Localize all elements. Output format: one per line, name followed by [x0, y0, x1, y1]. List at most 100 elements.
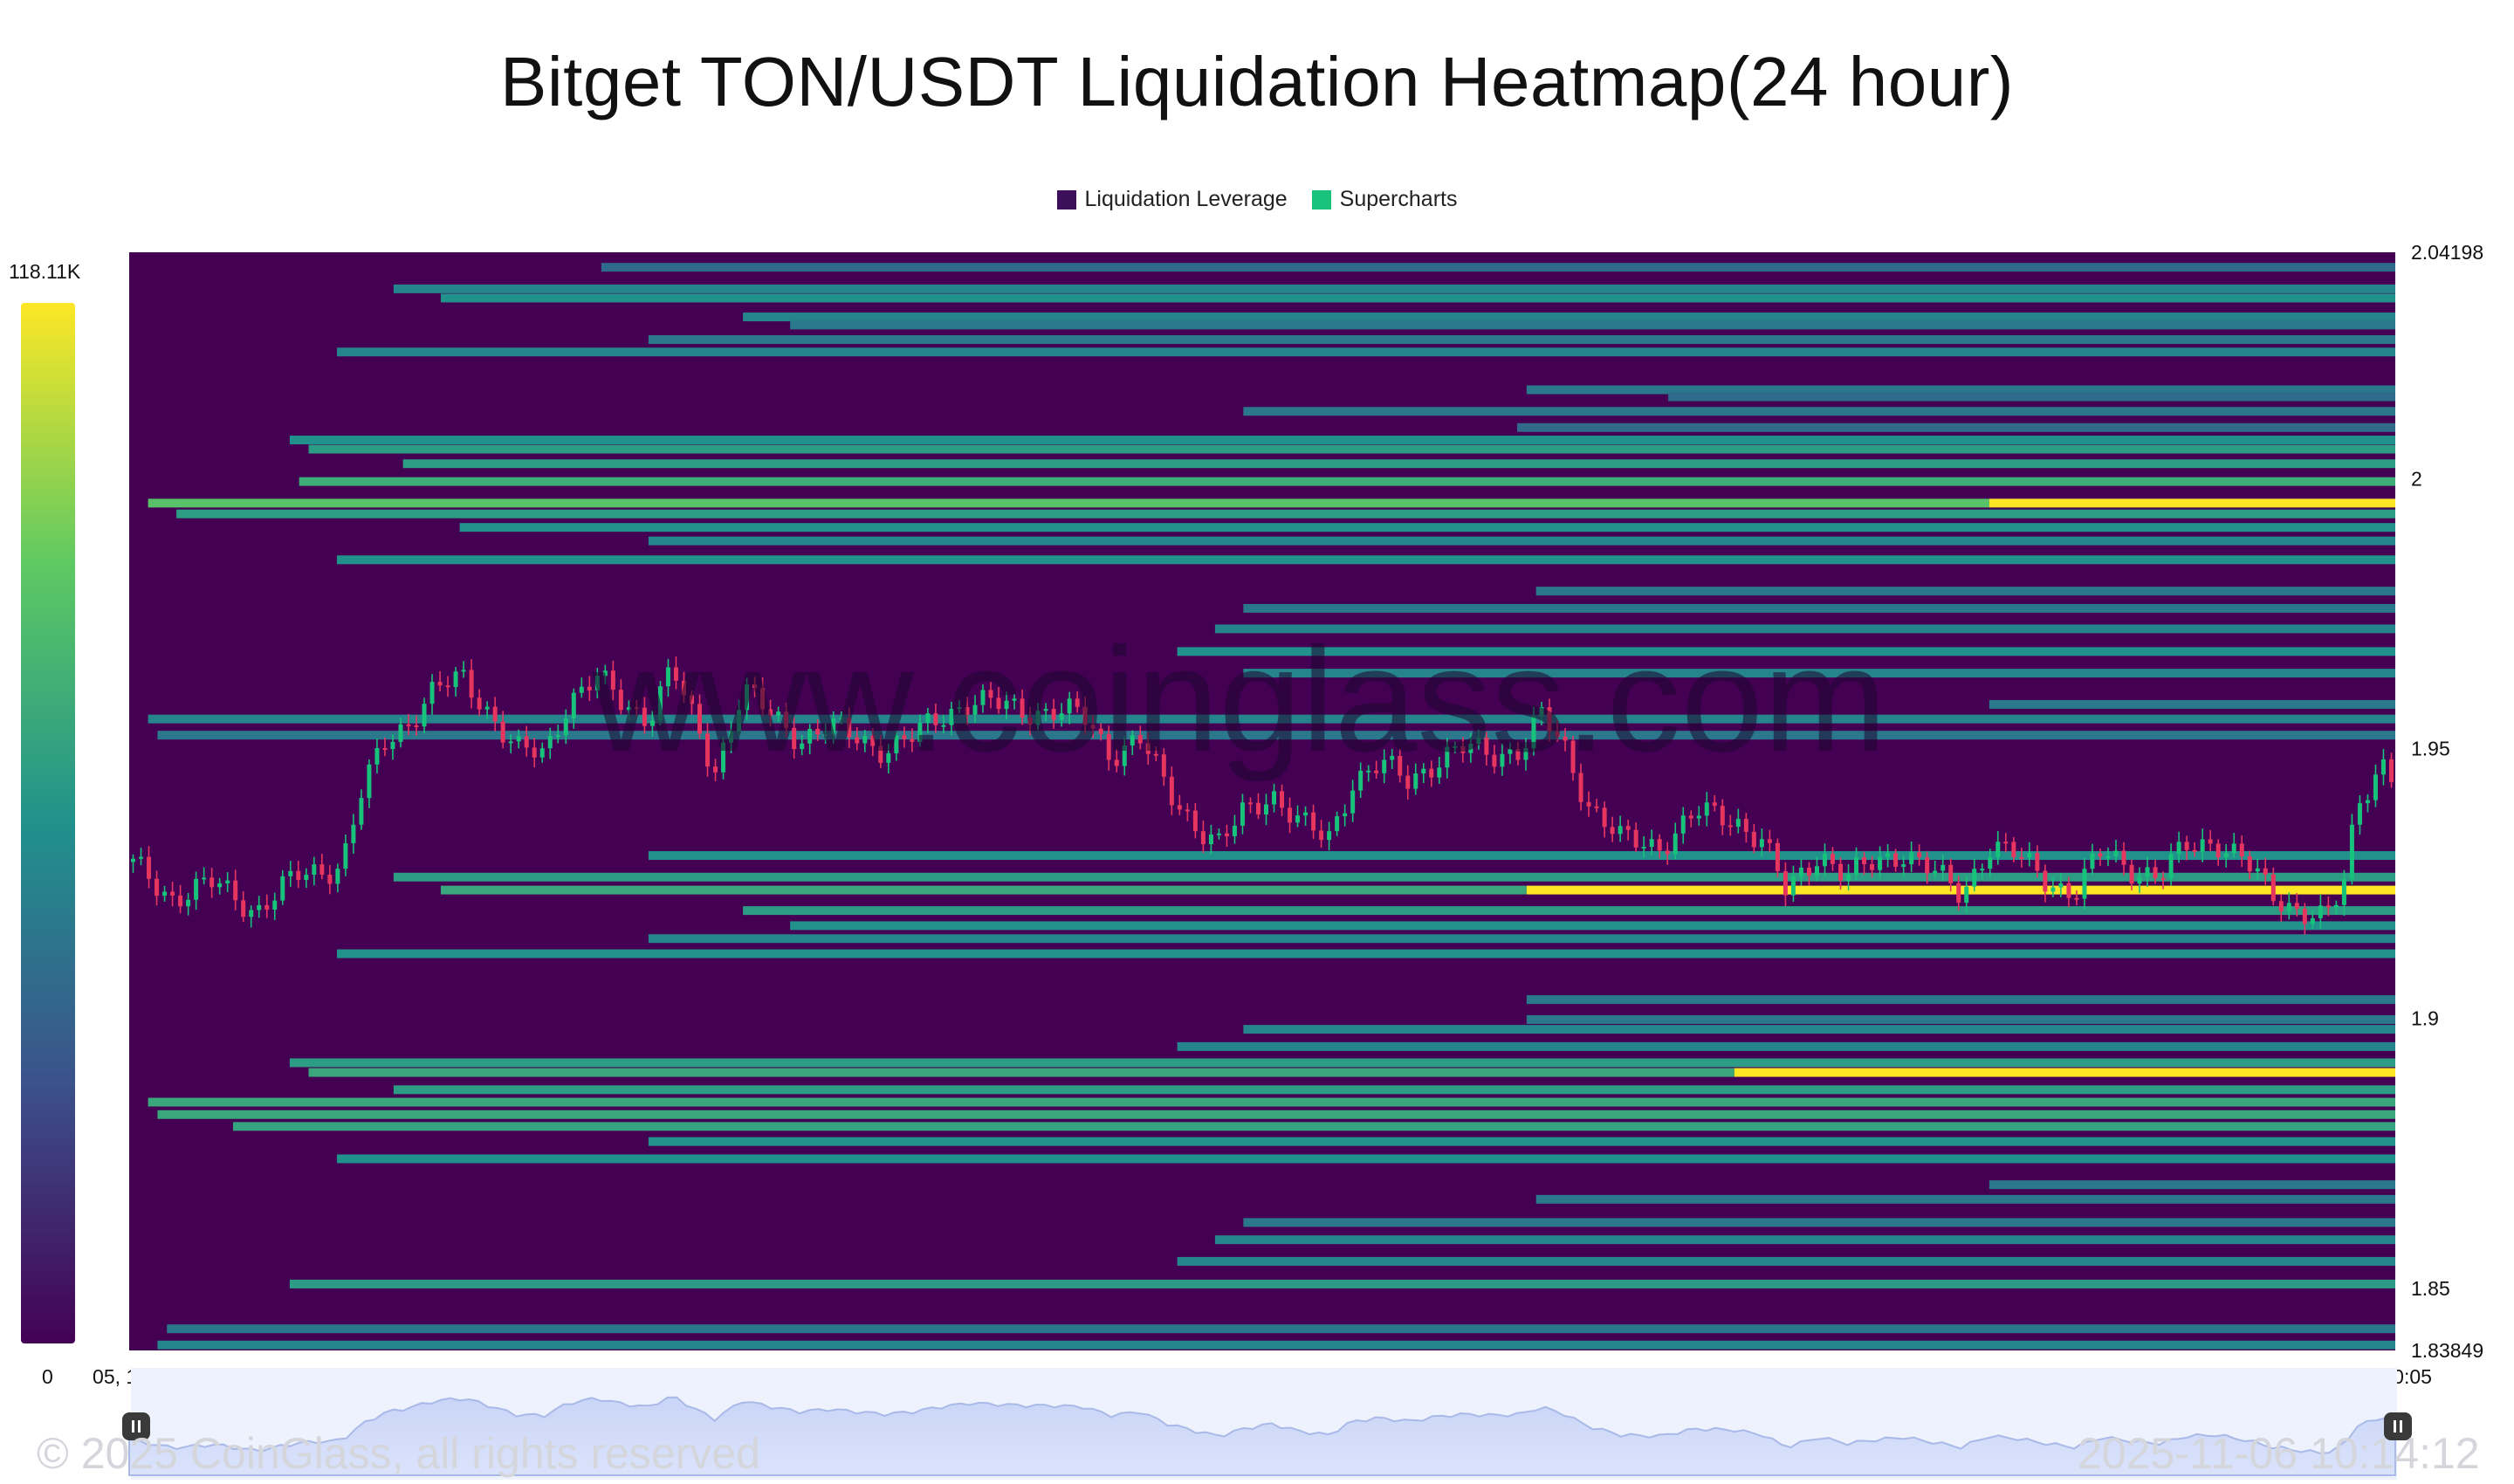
candle-219 [1854, 847, 1859, 881]
candle-198 [1688, 810, 1693, 828]
y-tick-label-3: 1.9 [2411, 1007, 2439, 1030]
candle-186 [1594, 799, 1599, 813]
candle-0 [131, 854, 136, 873]
candle-141 [1240, 794, 1245, 835]
candle-148 [1295, 805, 1301, 828]
candle-265 [2215, 839, 2221, 866]
candle-56 [571, 688, 576, 729]
candle-283 [2357, 795, 2362, 835]
candle-145 [1272, 783, 1277, 813]
liquidation-band-39 [289, 1058, 2396, 1068]
candle-251 [2105, 847, 2111, 867]
candle-130 [1153, 745, 1158, 761]
candle-91 [847, 707, 852, 748]
candle-150 [1311, 804, 1316, 840]
candle-259 [2168, 843, 2174, 886]
candle-210 [1782, 862, 1788, 907]
candle-75 [721, 736, 726, 780]
liquidation-band-50 [1214, 1235, 2395, 1245]
candle-62 [618, 679, 623, 715]
candle-42 [461, 661, 466, 678]
candle-55 [563, 709, 568, 745]
candle-143 [1255, 793, 1260, 820]
candle-105 [957, 700, 962, 714]
candle-180 [1547, 698, 1552, 742]
candle-102 [933, 703, 938, 733]
candle-33 [390, 734, 395, 760]
candle-243 [2043, 864, 2048, 903]
candle-52 [539, 742, 545, 763]
candle-25 [327, 865, 333, 895]
candle-63 [626, 700, 631, 721]
candle-271 [2263, 857, 2268, 885]
candle-79 [752, 677, 758, 697]
liquidation-band-46 [336, 1154, 2395, 1164]
candle-200 [1704, 792, 1709, 827]
candle-278 [2318, 894, 2323, 929]
candle-267 [2231, 833, 2236, 858]
candle-260 [2176, 831, 2181, 863]
candle-191 [1633, 822, 1638, 853]
liquidation-band-3 [743, 313, 2396, 322]
legend-item-supercharts[interactable]: Supercharts [1311, 187, 1458, 212]
candle-15 [249, 905, 254, 928]
candle-135 [1192, 802, 1198, 839]
candle-18 [272, 892, 278, 920]
candle-189 [1618, 815, 1623, 842]
candle-158 [1374, 760, 1379, 780]
candle-71 [689, 690, 694, 715]
candle-156 [1358, 762, 1363, 799]
candle-93 [862, 729, 868, 752]
candle-17 [264, 894, 270, 918]
candle-1 [139, 848, 144, 866]
candle-103 [941, 714, 946, 734]
candle-264 [2208, 829, 2213, 852]
liquidation-band-48 [1535, 1194, 2395, 1204]
candle-34 [398, 718, 403, 748]
candle-11 [217, 877, 223, 895]
candle-94 [870, 727, 876, 757]
candle-197 [1680, 807, 1686, 844]
candle-14 [241, 891, 246, 922]
candle-262 [2192, 842, 2197, 857]
candle-217 [1838, 856, 1844, 890]
candle-57 [579, 677, 584, 698]
candle-252 [2113, 840, 2119, 862]
legend-item-liquidation-leverage[interactable]: Liquidation Leverage [1056, 187, 1288, 212]
liquidation-band-18 [648, 536, 2395, 546]
range-navigator[interactable] [122, 1368, 2412, 1480]
candle-250 [2098, 848, 2103, 867]
candle-50 [524, 725, 529, 757]
liquidation-band-6 [336, 347, 2395, 357]
candle-224 [1893, 848, 1899, 872]
candle-203 [1728, 814, 1733, 836]
candle-115 [1035, 703, 1041, 731]
legend-label-supercharts: Supercharts [1339, 187, 1458, 211]
liquidation-band-5 [648, 335, 2395, 345]
candle-214 [1814, 855, 1819, 882]
liquidation-band-24 [1243, 669, 2395, 678]
candle-23 [312, 856, 317, 886]
candle-81 [768, 699, 773, 727]
liquidation-band-hot-30 [1526, 885, 2395, 895]
candle-9 [202, 867, 207, 885]
candle-157 [1366, 765, 1371, 782]
candle-272 [2270, 867, 2276, 906]
liquidation-band-31 [743, 906, 2396, 916]
candle-99 [910, 728, 915, 752]
candle-216 [1831, 847, 1836, 871]
candle-268 [2239, 835, 2244, 868]
navigator-right-handle[interactable] [2384, 1412, 2412, 1440]
candle-179 [1539, 702, 1544, 725]
candle-209 [1775, 838, 1780, 878]
navigator-left-handle[interactable] [122, 1412, 150, 1440]
candle-107 [972, 695, 978, 724]
liquidation-band-1 [393, 284, 2395, 293]
candle-37 [422, 697, 427, 733]
candle-187 [1602, 801, 1607, 838]
liquidation-band-15 [148, 498, 1989, 508]
candle-127 [1130, 730, 1135, 756]
liquidation-band-13 [402, 459, 2395, 469]
candle-213 [1806, 862, 1811, 886]
candle-168 [1453, 741, 1458, 753]
